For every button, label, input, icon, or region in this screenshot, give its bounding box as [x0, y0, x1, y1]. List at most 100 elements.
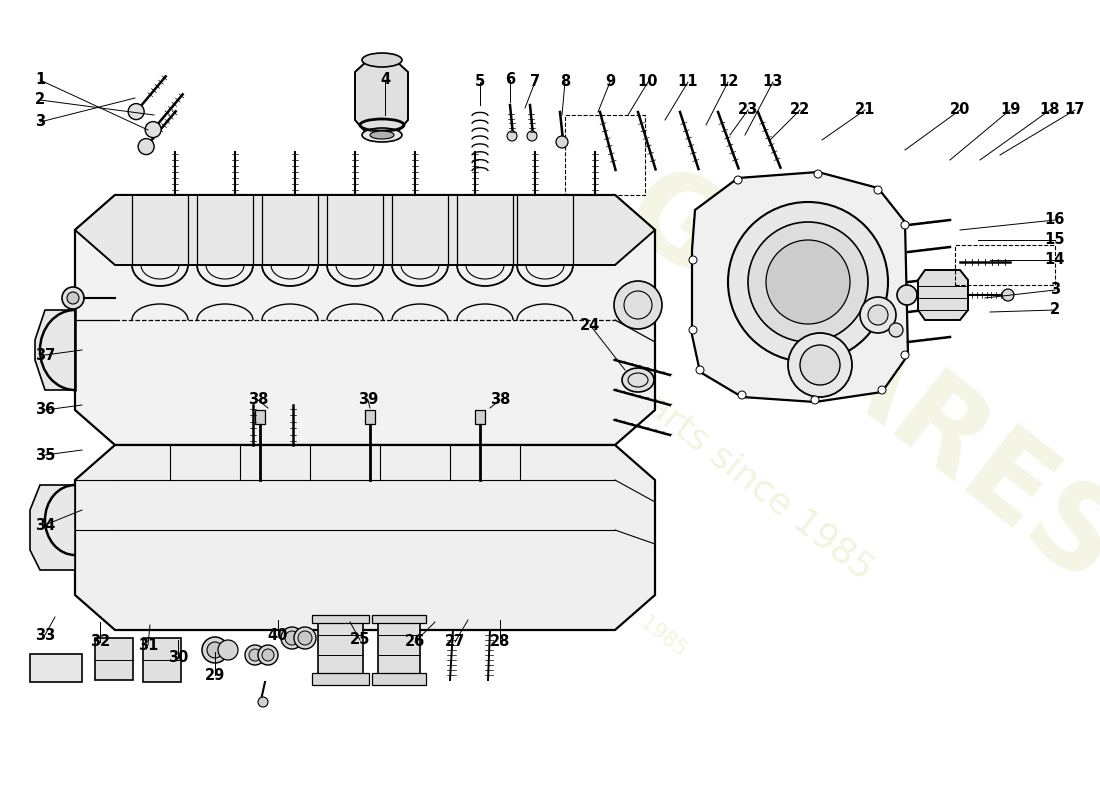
Bar [565, 115, 645, 195]
Text: 36: 36 [35, 402, 55, 418]
Text: 24: 24 [580, 318, 601, 333]
Text: 35: 35 [35, 447, 55, 462]
Circle shape [689, 256, 697, 264]
Polygon shape [75, 445, 654, 630]
Text: 9: 9 [605, 74, 615, 90]
Ellipse shape [362, 53, 402, 67]
Circle shape [298, 631, 312, 645]
Polygon shape [75, 195, 654, 445]
Circle shape [262, 649, 274, 661]
Circle shape [896, 285, 917, 305]
Text: 21: 21 [855, 102, 876, 118]
Bar [955, 245, 1055, 285]
Circle shape [258, 645, 278, 665]
Circle shape [62, 287, 84, 309]
Text: 33: 33 [35, 627, 55, 642]
Bar [372, 615, 426, 623]
Bar [95, 638, 133, 680]
Circle shape [139, 138, 154, 154]
Text: 10: 10 [638, 74, 658, 90]
Text: parts since 1985: parts since 1985 [620, 374, 879, 586]
Text: 16: 16 [1045, 213, 1065, 227]
Circle shape [556, 136, 568, 148]
Text: 17: 17 [1065, 102, 1086, 118]
Ellipse shape [621, 368, 654, 392]
Text: 5: 5 [475, 74, 485, 90]
Text: 19: 19 [1000, 102, 1020, 118]
Text: 32: 32 [90, 634, 110, 650]
Circle shape [614, 281, 662, 329]
Text: 25: 25 [350, 633, 371, 647]
Bar [312, 615, 368, 623]
Circle shape [696, 366, 704, 374]
Circle shape [766, 240, 850, 324]
Text: 13: 13 [762, 74, 783, 90]
Text: 29: 29 [205, 667, 225, 682]
Text: 38: 38 [490, 393, 510, 407]
Circle shape [207, 642, 223, 658]
Text: 6: 6 [505, 73, 515, 87]
Circle shape [878, 386, 886, 394]
Circle shape [128, 103, 144, 119]
Circle shape [860, 297, 896, 333]
Bar [378, 623, 420, 675]
Circle shape [258, 697, 268, 707]
Text: 30: 30 [168, 650, 188, 666]
Text: 1: 1 [35, 73, 45, 87]
Circle shape [868, 305, 888, 325]
Circle shape [748, 222, 868, 342]
Bar [318, 623, 363, 675]
Polygon shape [75, 195, 654, 265]
Text: 11: 11 [678, 74, 698, 90]
Circle shape [811, 396, 819, 404]
Bar [475, 410, 485, 424]
Bar [312, 673, 368, 685]
Circle shape [901, 351, 909, 359]
Circle shape [145, 122, 161, 138]
Circle shape [814, 170, 822, 178]
Circle shape [901, 221, 909, 229]
Bar [372, 673, 426, 685]
Circle shape [218, 640, 238, 660]
Circle shape [245, 645, 265, 665]
Text: 37: 37 [35, 347, 55, 362]
Circle shape [800, 345, 840, 385]
Text: 26: 26 [405, 634, 425, 650]
Text: 4: 4 [379, 73, 390, 87]
Text: a passion for parts since 1985: a passion for parts since 1985 [430, 450, 691, 660]
Polygon shape [35, 310, 75, 390]
Text: 12: 12 [718, 74, 738, 90]
Text: 27: 27 [444, 634, 465, 650]
Text: 31: 31 [138, 638, 158, 653]
Circle shape [1002, 289, 1014, 301]
Text: 38: 38 [248, 393, 268, 407]
Bar [255, 410, 265, 424]
Bar [30, 654, 82, 682]
Circle shape [734, 176, 742, 184]
Circle shape [507, 131, 517, 141]
Text: 34: 34 [35, 518, 55, 533]
Text: 23: 23 [738, 102, 758, 118]
Circle shape [889, 323, 903, 337]
Polygon shape [692, 172, 907, 402]
Text: 7: 7 [530, 74, 540, 90]
Text: 40: 40 [267, 627, 288, 642]
Circle shape [294, 627, 316, 649]
Text: 3: 3 [35, 114, 45, 130]
Text: 20: 20 [949, 102, 970, 118]
Text: 14: 14 [1045, 253, 1065, 267]
Polygon shape [30, 485, 75, 570]
Text: GLPARES: GLPARES [600, 151, 1100, 609]
Text: 28: 28 [490, 634, 510, 650]
Polygon shape [918, 270, 968, 320]
Circle shape [738, 391, 746, 399]
Text: 15: 15 [1045, 233, 1065, 247]
Polygon shape [355, 60, 408, 135]
Ellipse shape [370, 131, 394, 139]
Circle shape [280, 627, 302, 649]
Circle shape [249, 649, 261, 661]
Text: 39: 39 [358, 393, 378, 407]
Circle shape [874, 186, 882, 194]
Ellipse shape [362, 128, 402, 142]
Text: 2: 2 [35, 93, 45, 107]
